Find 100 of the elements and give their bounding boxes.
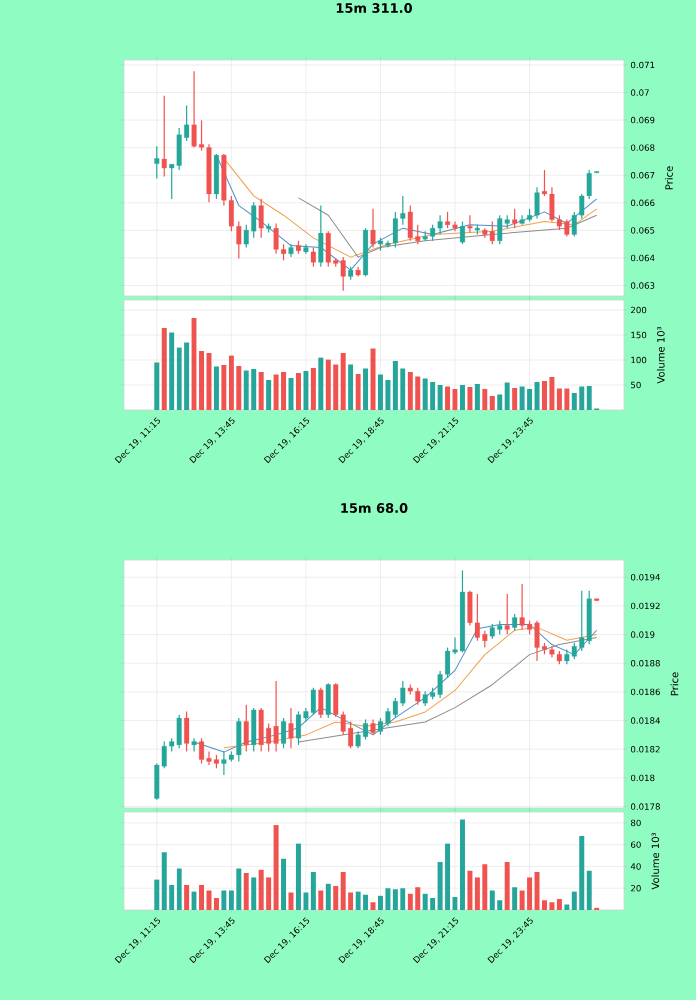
candlestick — [161, 95, 167, 178]
candlestick — [258, 707, 264, 753]
candlestick — [295, 710, 301, 746]
bar — [541, 380, 547, 410]
bar — [534, 871, 540, 910]
candlestick — [400, 680, 406, 707]
bar — [519, 386, 525, 410]
bar — [288, 377, 294, 410]
candlestick — [363, 227, 369, 278]
candlestick — [243, 704, 249, 753]
bar — [467, 386, 473, 410]
bar — [415, 887, 421, 910]
bar — [377, 895, 383, 910]
candlestick — [340, 256, 346, 292]
bar — [251, 368, 257, 410]
bar — [176, 868, 182, 910]
candlestick — [325, 230, 331, 268]
bar — [363, 894, 369, 910]
bar — [400, 368, 406, 410]
bar — [206, 352, 212, 410]
bar — [549, 902, 555, 910]
bar — [549, 376, 555, 410]
bar — [325, 883, 331, 910]
bar — [281, 371, 287, 410]
bar — [206, 890, 212, 910]
bar — [400, 888, 406, 910]
bar — [527, 388, 533, 410]
candlestick — [489, 220, 495, 245]
bar — [340, 871, 346, 910]
bar — [310, 367, 316, 410]
bar — [482, 388, 488, 410]
bar — [169, 332, 175, 410]
bar — [258, 869, 264, 910]
candlestick — [310, 687, 316, 716]
bar — [363, 368, 369, 410]
bar — [556, 899, 562, 910]
bar — [422, 893, 428, 910]
bar — [295, 372, 301, 410]
candlestick — [504, 593, 510, 635]
candlestick — [452, 220, 458, 232]
bar — [213, 898, 219, 910]
bar — [407, 371, 413, 410]
candlestick — [281, 717, 287, 749]
bar — [579, 835, 585, 910]
candlestick — [586, 590, 592, 645]
bar — [407, 893, 413, 910]
bar — [489, 395, 495, 410]
bar — [437, 385, 443, 410]
bar — [281, 858, 287, 910]
candlestick — [213, 153, 219, 200]
bar — [489, 890, 495, 910]
bar — [467, 870, 473, 910]
bar — [571, 392, 577, 410]
candlestick — [467, 214, 473, 234]
bar — [579, 386, 585, 410]
bar — [348, 364, 354, 410]
bar — [273, 825, 279, 910]
bar — [459, 819, 465, 910]
bar — [482, 864, 488, 910]
candlestick — [363, 718, 369, 741]
bar — [221, 890, 227, 910]
candlestick — [258, 198, 264, 239]
bar — [355, 891, 361, 910]
candlestick — [318, 687, 324, 719]
candlestick — [154, 145, 160, 180]
bar — [415, 376, 421, 410]
candlestick — [392, 211, 398, 249]
candlestick — [310, 246, 316, 268]
candlestick — [266, 222, 272, 234]
candlestick — [176, 714, 182, 749]
candlestick — [348, 720, 354, 749]
candlestick — [355, 730, 361, 749]
candlestick — [355, 266, 361, 278]
candlestick — [519, 214, 525, 226]
candlestick — [370, 208, 376, 249]
bar — [184, 884, 190, 910]
candlestick — [191, 737, 197, 753]
candlestick — [176, 127, 182, 171]
bar — [318, 357, 324, 410]
candlestick — [236, 717, 242, 763]
candlestick — [459, 220, 465, 245]
bar — [445, 843, 451, 910]
bar — [534, 381, 540, 410]
bar — [377, 374, 383, 410]
bar — [221, 364, 227, 410]
bar — [385, 888, 391, 910]
bar — [586, 385, 592, 410]
candlestick — [512, 208, 518, 229]
candlestick — [579, 590, 585, 652]
bar — [430, 381, 436, 410]
candlestick — [459, 569, 465, 653]
candlestick — [251, 201, 257, 239]
bar — [184, 342, 190, 410]
candlestick — [474, 593, 480, 642]
bar — [228, 355, 234, 410]
bar — [295, 843, 301, 910]
candlestick — [497, 214, 503, 245]
bar — [512, 887, 518, 910]
bar — [318, 890, 324, 910]
bar — [258, 371, 264, 410]
